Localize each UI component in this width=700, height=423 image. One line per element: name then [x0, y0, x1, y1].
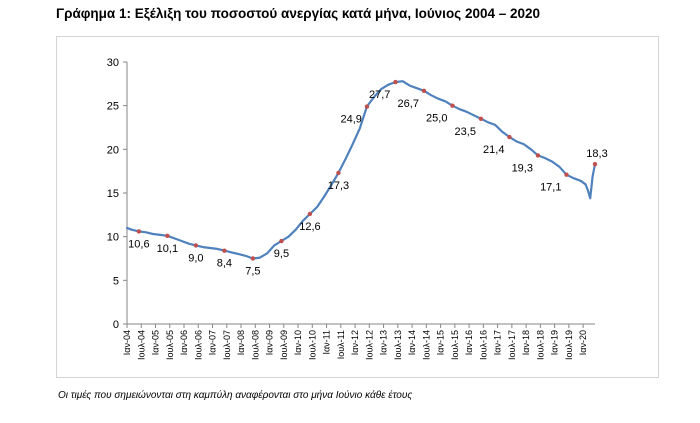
data-label: 18,3 — [586, 148, 607, 160]
data-point — [307, 211, 313, 217]
data-label: 8,4 — [217, 258, 232, 270]
x-tick-label: Ιουλ-12 — [364, 330, 374, 360]
y-tick-label: 10 — [107, 232, 119, 244]
x-tick-label: Ιουλ-07 — [222, 330, 232, 360]
x-tick-label: Ιαν-14 — [407, 330, 417, 355]
x-tick-label: Ιαν-20 — [578, 330, 588, 355]
data-point — [450, 103, 455, 108]
data-point — [250, 256, 256, 261]
y-tick-label: 0 — [113, 319, 119, 331]
data-label: 10,1 — [157, 243, 178, 255]
x-tick-label: Ιαν-09 — [265, 330, 275, 355]
data-point — [336, 170, 341, 176]
data-point — [393, 79, 398, 85]
data-label: 17,3 — [328, 180, 349, 192]
chart-footnote: Οι τιμές που σημειώνονται στη καμπύλη αν… — [58, 390, 413, 401]
data-label: 19,3 — [512, 162, 533, 174]
data-label: 9,0 — [188, 252, 203, 264]
data-point — [222, 248, 227, 253]
data-point — [507, 134, 512, 140]
data-point — [165, 233, 170, 238]
data-label: 25,0 — [426, 113, 447, 125]
x-tick-label: Ιαν-10 — [293, 330, 303, 355]
x-tick-label: Ιουλ-16 — [478, 330, 488, 360]
x-tick-label: Ιαν-16 — [464, 330, 474, 355]
x-tick-label: Ιαν-13 — [379, 330, 389, 355]
x-tick-label: Ιαν-05 — [151, 330, 161, 355]
y-tick-label: 30 — [107, 57, 119, 69]
x-tick-label: Ιουλ-04 — [136, 330, 146, 360]
x-tick-label: Ιουλ-10 — [307, 330, 317, 360]
x-tick-label: Ιουλ-17 — [507, 330, 517, 360]
x-tick-label: Ιαν-18 — [521, 330, 531, 355]
y-tick-label: 15 — [107, 188, 119, 200]
data-point — [364, 104, 370, 109]
x-tick-label: Ιουλ-09 — [279, 330, 289, 360]
data-point — [535, 153, 541, 158]
data-point — [564, 172, 569, 177]
data-label: 23,5 — [455, 126, 476, 138]
x-tick-label: Ιαν-17 — [493, 330, 503, 355]
data-point — [136, 229, 142, 234]
data-label: 10,6 — [128, 238, 149, 250]
x-tick-label: Ιαν-19 — [550, 330, 560, 355]
data-label: 9,5 — [274, 248, 289, 260]
x-tick-label: Ιαν-15 — [436, 330, 446, 355]
data-label: 27,7 — [369, 89, 390, 101]
x-tick-label: Ιουλ-08 — [250, 330, 260, 360]
x-tick-label: Ιουλ-05 — [165, 330, 175, 360]
chart-frame — [56, 36, 659, 378]
x-tick-label: Ιουλ-06 — [193, 330, 203, 360]
x-tick-label: Ιουλ-18 — [535, 330, 545, 360]
data-label: 24,9 — [341, 114, 362, 126]
data-label: 21,4 — [483, 144, 504, 156]
data-label: 17,1 — [540, 182, 561, 194]
x-tick-label: Ιαν-06 — [179, 330, 189, 355]
chart-title: Γράφημα 1: Εξέλιξη του ποσοστού ανεργίας… — [56, 6, 541, 21]
data-point — [592, 161, 598, 167]
x-tick-label: Ιαν-12 — [350, 330, 360, 355]
y-tick-label: 20 — [107, 144, 119, 156]
x-tick-label: Ιουλ-11 — [336, 330, 346, 359]
x-tick-label: Ιαν-11 — [322, 330, 332, 355]
x-tick-label: Ιαν-04 — [122, 330, 132, 355]
x-tick-label: Ιουλ-19 — [564, 330, 574, 360]
series-line — [125, 80, 597, 260]
data-point — [193, 243, 199, 248]
x-tick-label: Ιουλ-15 — [450, 330, 460, 360]
y-tick-label: 25 — [107, 101, 119, 113]
data-point — [279, 238, 284, 244]
data-label: 12,6 — [299, 221, 320, 233]
y-tick-label: 5 — [113, 275, 119, 287]
x-tick-label: Ιαν-08 — [236, 330, 246, 355]
x-tick-label: Ιουλ-13 — [393, 330, 403, 360]
data-point — [478, 116, 484, 121]
data-label: 7,5 — [245, 266, 260, 278]
data-label: 26,7 — [398, 98, 419, 110]
data-point — [421, 88, 427, 94]
x-tick-label: Ιουλ-14 — [421, 330, 431, 360]
x-tick-label: Ιαν-07 — [208, 330, 218, 355]
